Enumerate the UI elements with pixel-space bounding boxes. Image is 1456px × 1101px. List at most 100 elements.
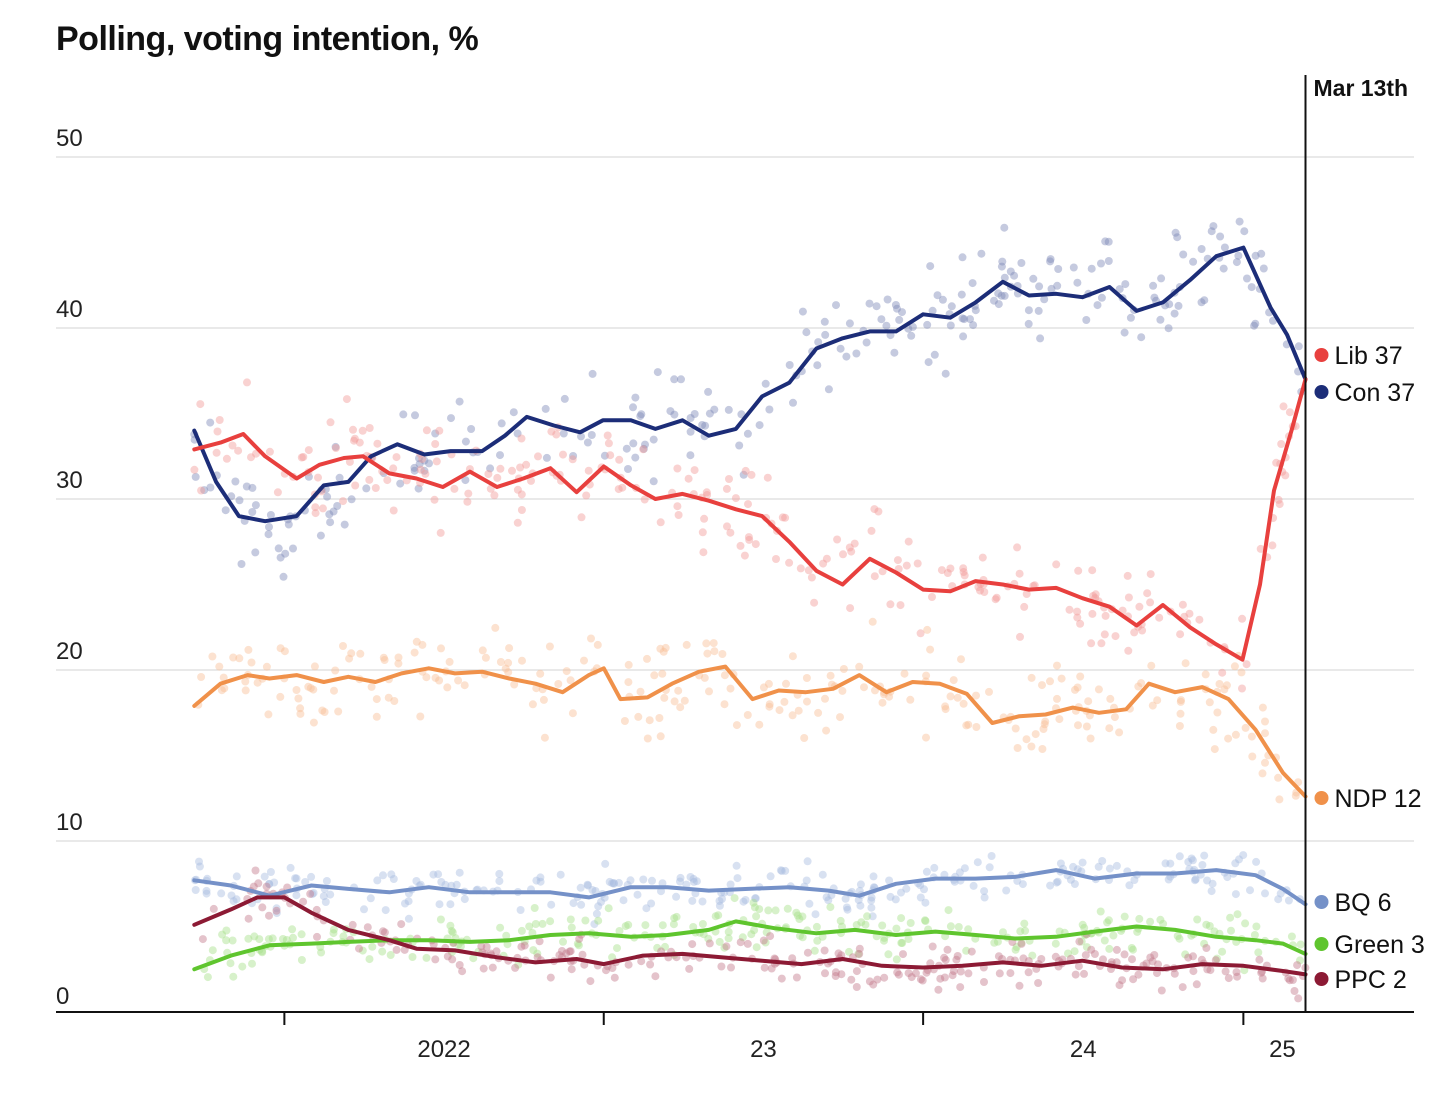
ndp-poll-dot xyxy=(765,700,774,709)
green-poll-dot xyxy=(1120,912,1129,921)
green-poll-dot xyxy=(514,960,523,969)
ppc-poll-dot xyxy=(400,945,409,954)
green-poll-dot xyxy=(615,927,624,935)
ndp-poll-dot xyxy=(659,647,668,656)
ndp-poll-dot xyxy=(656,644,665,653)
con-poll-dot xyxy=(191,472,200,481)
con-poll-dot xyxy=(1251,251,1260,260)
con-poll-dot xyxy=(1082,316,1091,324)
green-poll-dot xyxy=(279,935,287,943)
lib-poll-dot xyxy=(1088,609,1097,618)
bq-poll-dot xyxy=(916,881,925,890)
lib-poll-dot xyxy=(867,526,876,535)
ndp-poll-dot xyxy=(197,673,206,681)
lib-poll-dot xyxy=(373,439,382,448)
lib-poll-dot xyxy=(870,505,879,514)
ndp-poll-dot xyxy=(384,693,393,702)
bq-poll-dot xyxy=(1069,862,1078,871)
con-poll-dot xyxy=(990,296,998,305)
bq-poll-dot xyxy=(597,897,605,906)
bq-poll-dot xyxy=(715,901,724,910)
ppc-poll-dot xyxy=(1284,974,1293,983)
green-poll-dot xyxy=(297,930,306,939)
lib-poll-dot xyxy=(365,475,374,484)
green-poll-dot xyxy=(1133,927,1142,936)
con-poll-dot xyxy=(926,262,935,271)
con-poll-dot xyxy=(600,451,609,460)
ndp-poll-dot xyxy=(705,687,713,696)
ndp-poll-dot xyxy=(554,680,563,688)
lib-poll-dot xyxy=(1272,458,1281,467)
bq-poll-dot xyxy=(842,903,851,912)
ndp-poll-dot xyxy=(1041,717,1050,726)
ndp-poll-dot xyxy=(1011,724,1020,733)
lib-poll-dot xyxy=(297,453,306,462)
bq-poll-dot xyxy=(818,870,827,879)
green-poll-dot xyxy=(1210,927,1219,936)
bq-poll-dot xyxy=(576,883,585,892)
bq-poll-dot xyxy=(647,899,656,908)
con-poll-dot xyxy=(577,432,585,441)
green-poll-dot xyxy=(993,937,1002,946)
green-poll-dot xyxy=(724,927,733,936)
ndp-poll-dot xyxy=(545,642,554,651)
lib-poll-dot xyxy=(1123,571,1132,580)
con-poll-dot xyxy=(1247,283,1256,292)
bq-poll-dot xyxy=(902,884,911,893)
con-poll-dot xyxy=(957,290,966,299)
con-poll-dot xyxy=(347,495,356,504)
ndp-poll-dot xyxy=(788,652,797,661)
ndp-poll-dot xyxy=(309,718,318,727)
ndp-poll-dot xyxy=(1106,694,1115,703)
bq-poll-dot xyxy=(955,868,964,877)
con-poll-dot xyxy=(513,429,522,438)
lib-poll-dot xyxy=(273,488,282,497)
green-poll-dot xyxy=(222,936,231,945)
ppc-poll-dot xyxy=(1087,945,1096,954)
green-poll-dot xyxy=(715,937,724,946)
ndp-poll-dot xyxy=(1176,709,1185,718)
lib-poll-dot xyxy=(699,548,708,557)
ndp-poll-dot xyxy=(1258,703,1267,712)
lib-poll-dot xyxy=(810,598,819,607)
green-poll-dot xyxy=(878,921,887,930)
con-poll-dot xyxy=(686,451,695,460)
ndp-poll-dot xyxy=(906,695,915,704)
con-poll-dot xyxy=(1234,251,1243,260)
lib-trend-line xyxy=(192,377,1308,662)
bq-poll-dot xyxy=(446,900,455,909)
lib-poll-dot xyxy=(702,488,711,497)
bq-poll-dot xyxy=(266,868,275,876)
bq-poll-dot xyxy=(429,870,438,879)
green-poll-dot xyxy=(897,914,906,923)
con-poll-dot xyxy=(331,442,340,451)
con-poll-dot xyxy=(1035,282,1044,291)
bq-poll-dot xyxy=(1073,865,1082,874)
bq-poll-dot xyxy=(272,909,281,918)
bq-poll-dot xyxy=(1261,889,1269,898)
ppc-poll-dot xyxy=(479,964,488,973)
green-poll-dot xyxy=(1241,919,1250,928)
con-poll-dot xyxy=(1054,265,1063,273)
lib-poll-dot xyxy=(1088,566,1097,575)
bq-poll-dot xyxy=(1130,876,1139,884)
green-poll-dot xyxy=(297,956,306,964)
bq-poll-dot xyxy=(556,870,565,879)
green-poll-dot xyxy=(226,959,235,968)
green-poll-dot xyxy=(750,926,759,935)
green-poll-dot xyxy=(1156,915,1165,924)
lib-poll-dot xyxy=(213,427,222,436)
bq-poll-dot xyxy=(1056,859,1065,868)
ndp-poll-dot xyxy=(855,662,864,671)
con-poll-dot xyxy=(1251,319,1260,328)
green-poll-dot xyxy=(1252,922,1261,931)
ndp-poll-dot xyxy=(320,708,329,716)
bq-poll-dot xyxy=(569,899,578,908)
ndp-poll-dot xyxy=(334,707,343,716)
con-poll-dot xyxy=(541,404,550,413)
ndp-poll-dot xyxy=(330,686,338,695)
green-poll-dot xyxy=(502,931,511,940)
ndp-poll-dot xyxy=(422,673,431,682)
con-poll-dot xyxy=(1220,243,1229,252)
bq-poll-dot xyxy=(930,863,939,872)
